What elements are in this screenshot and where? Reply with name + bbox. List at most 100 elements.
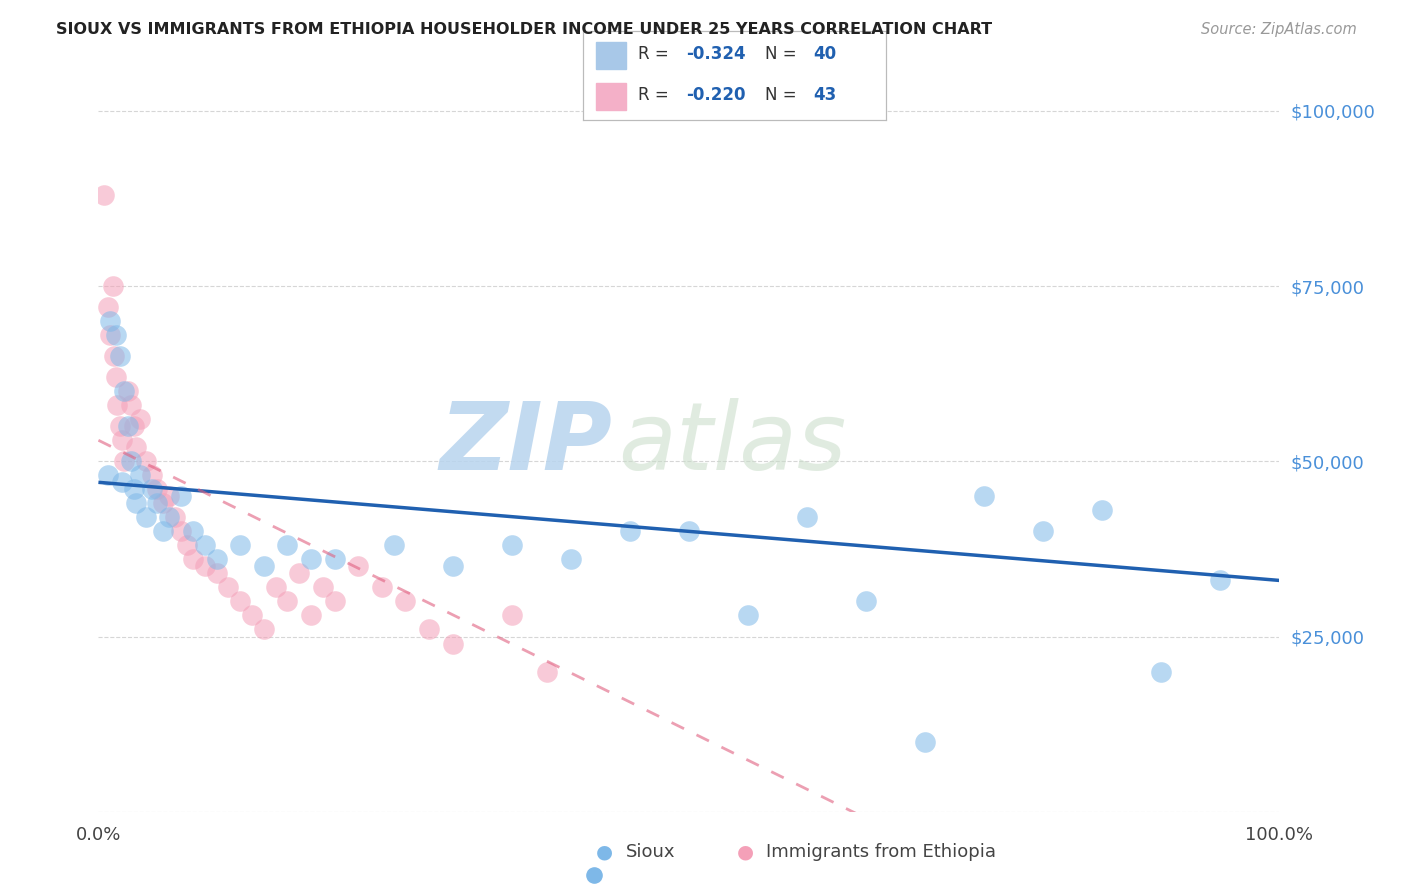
- Text: SIOUX VS IMMIGRANTS FROM ETHIOPIA HOUSEHOLDER INCOME UNDER 25 YEARS CORRELATION : SIOUX VS IMMIGRANTS FROM ETHIOPIA HOUSEH…: [56, 22, 993, 37]
- Point: [347, 559, 370, 574]
- Point: [165, 510, 187, 524]
- Point: [501, 608, 523, 623]
- Point: [181, 524, 204, 539]
- Text: ●: ●: [737, 842, 754, 862]
- Point: [105, 398, 128, 412]
- Point: [1150, 665, 1173, 679]
- Point: [98, 314, 121, 328]
- Point: [97, 300, 120, 314]
- Text: -0.220: -0.220: [686, 87, 745, 104]
- Point: [105, 370, 128, 384]
- Point: [1209, 574, 1232, 588]
- Point: [121, 398, 143, 412]
- Point: [312, 581, 335, 595]
- Text: R =: R =: [638, 45, 673, 63]
- Text: Sioux: Sioux: [626, 843, 675, 861]
- Text: Source: ZipAtlas.com: Source: ZipAtlas.com: [1201, 22, 1357, 37]
- Point: [125, 496, 148, 510]
- Point: [152, 496, 174, 510]
- Point: [141, 468, 163, 483]
- Point: [973, 489, 995, 503]
- Point: [93, 188, 115, 202]
- Point: [229, 594, 252, 608]
- Point: [141, 483, 163, 497]
- Text: N =: N =: [765, 87, 801, 104]
- Point: [103, 349, 125, 363]
- Point: [418, 623, 440, 637]
- Point: [914, 734, 936, 748]
- Point: [101, 279, 124, 293]
- Point: [108, 349, 131, 363]
- Point: [323, 552, 346, 566]
- Text: R =: R =: [638, 87, 673, 104]
- Point: [108, 419, 131, 434]
- Point: [288, 566, 311, 581]
- Point: [299, 552, 322, 566]
- Point: [117, 384, 139, 399]
- Point: [194, 559, 217, 574]
- Point: [796, 510, 818, 524]
- Point: [737, 608, 759, 623]
- Point: [98, 328, 121, 343]
- Point: [441, 636, 464, 650]
- Point: [371, 581, 394, 595]
- Point: [181, 552, 204, 566]
- Point: [678, 524, 700, 539]
- Text: ●: ●: [596, 842, 613, 862]
- Point: [135, 510, 157, 524]
- Point: [117, 419, 139, 434]
- Point: [170, 524, 193, 539]
- Point: [299, 608, 322, 623]
- Point: [382, 538, 405, 552]
- Point: [276, 538, 298, 552]
- Point: [205, 552, 228, 566]
- Point: [157, 510, 180, 524]
- Point: [157, 489, 180, 503]
- Point: [253, 559, 276, 574]
- Point: [323, 594, 346, 608]
- Point: [170, 489, 193, 503]
- Point: [111, 475, 134, 490]
- Point: [264, 581, 287, 595]
- Point: [112, 454, 135, 468]
- Text: 40: 40: [813, 45, 837, 63]
- Point: [105, 328, 128, 343]
- Point: [128, 468, 150, 483]
- Point: [125, 440, 148, 454]
- Point: [112, 384, 135, 399]
- Point: [128, 412, 150, 426]
- Point: [501, 538, 523, 552]
- Text: atlas: atlas: [619, 398, 846, 490]
- Point: [536, 665, 558, 679]
- Point: [135, 454, 157, 468]
- Point: [229, 538, 252, 552]
- Point: [176, 538, 198, 552]
- Text: ZIP: ZIP: [439, 398, 612, 490]
- Point: [394, 594, 416, 608]
- FancyBboxPatch shape: [596, 42, 626, 69]
- Point: [122, 483, 145, 497]
- Point: [240, 608, 263, 623]
- FancyBboxPatch shape: [596, 83, 626, 110]
- Point: [583, 868, 606, 882]
- Point: [194, 538, 217, 552]
- Point: [441, 559, 464, 574]
- Text: N =: N =: [765, 45, 801, 63]
- Point: [560, 552, 582, 566]
- Point: [1091, 503, 1114, 517]
- Point: [146, 483, 169, 497]
- Point: [1032, 524, 1054, 539]
- Point: [855, 594, 877, 608]
- Text: Immigrants from Ethiopia: Immigrants from Ethiopia: [766, 843, 997, 861]
- Point: [122, 419, 145, 434]
- Point: [619, 524, 641, 539]
- Text: 43: 43: [813, 87, 837, 104]
- Point: [97, 468, 120, 483]
- Point: [276, 594, 298, 608]
- Point: [111, 434, 134, 448]
- Point: [205, 566, 228, 581]
- Point: [253, 623, 276, 637]
- Point: [217, 581, 239, 595]
- Text: -0.324: -0.324: [686, 45, 747, 63]
- Point: [152, 524, 174, 539]
